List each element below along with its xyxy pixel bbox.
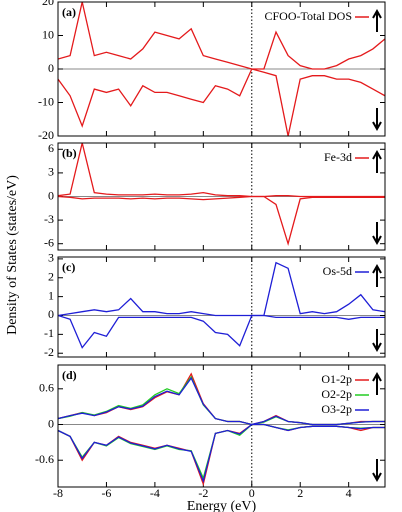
legend-label: O3-2p: [321, 402, 352, 416]
frame: [57, 1, 386, 137]
y-tick-label: -2: [44, 345, 54, 359]
x-tick-label: 2: [297, 486, 303, 500]
y-tick-label: 1: [48, 288, 54, 302]
y-tick-label: 3: [48, 251, 54, 265]
x-tick-label: -8: [53, 486, 63, 500]
spin-down-arrow: [372, 108, 382, 132]
panel-label: (c): [62, 260, 75, 274]
y-tick-label: 3: [48, 165, 54, 179]
x-axis-label: Energy (eV): [187, 499, 257, 512]
x-tick-label: -4: [150, 486, 160, 500]
y-tick-label: -1: [44, 326, 54, 340]
frame: [57, 142, 386, 251]
dos-line: [58, 195, 385, 247]
legend-label: Fe-3d: [324, 150, 352, 164]
dos-line: [58, 423, 385, 487]
spin-down-arrow: [372, 329, 382, 353]
dos-line: [58, 423, 385, 484]
spin-up-arrow: [372, 263, 382, 287]
y-tick-label: 0: [48, 188, 54, 202]
legend-label: Os-5d: [323, 264, 352, 278]
y-tick-label: -6: [44, 235, 54, 249]
panel-label: (b): [62, 146, 77, 160]
dos-line: [58, 261, 385, 317]
y-tick-label: -3: [44, 212, 54, 226]
y-tick-label: 0.6: [39, 381, 54, 395]
frame: [57, 364, 386, 488]
dos-line: [58, 143, 385, 198]
x-tick-label: 4: [346, 486, 352, 500]
y-tick-label: -0.6: [35, 452, 54, 466]
dos-line: [58, 2, 385, 70]
spin-up-arrow: [372, 8, 382, 32]
y-axis-label: Density of States (states/eV): [5, 175, 20, 335]
y-tick-label: 20: [42, 0, 54, 8]
y-tick-label: 2: [48, 270, 54, 284]
spin-up-arrow: [372, 149, 382, 173]
panel-label: (a): [62, 5, 76, 19]
spin-up-arrow: [372, 371, 382, 395]
dos-line: [58, 314, 385, 349]
y-tick-label: -20: [38, 128, 54, 142]
spin-down-arrow: [372, 222, 382, 246]
y-tick-label: 0: [48, 61, 54, 75]
legend-label: CFOO-Total DOS: [265, 9, 353, 23]
legend-label: O1-2p: [321, 372, 352, 386]
dos-line: [58, 376, 385, 426]
panel-label: (d): [62, 368, 77, 382]
x-tick-label: 0: [249, 486, 255, 500]
y-tick-label: 10: [42, 27, 54, 41]
frame: [57, 256, 386, 358]
x-tick-label: -2: [198, 486, 208, 500]
y-tick-label: -10: [38, 94, 54, 108]
legend-label: O2-2p: [321, 387, 352, 401]
y-tick-label: 0: [48, 307, 54, 321]
y-tick-label: 0: [48, 416, 54, 430]
spin-down-arrow: [372, 459, 382, 483]
dos-line: [58, 68, 385, 136]
x-tick-label: -6: [101, 486, 111, 500]
y-tick-label: 6: [48, 141, 54, 155]
